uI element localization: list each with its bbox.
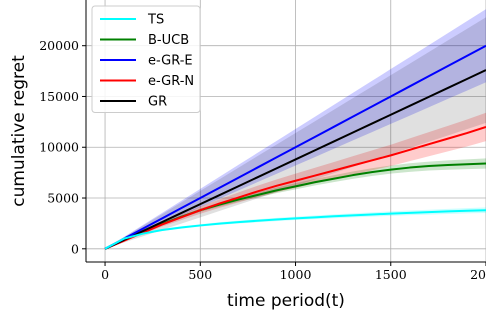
series-line-gr	[104, 69, 486, 250]
series-line-e-gr-e	[104, 44, 486, 250]
y-axis-label: cumulative regret	[9, 55, 29, 207]
band-gr	[105, 17, 486, 249]
tick-labels: 050010001500200005000100001500020000	[39, 38, 486, 282]
x-tick-label-4: 2000	[470, 267, 486, 282]
x-tick-label-3: 1500	[375, 267, 407, 282]
series-line-ts	[104, 209, 486, 250]
x-tick-label-0: 0	[101, 267, 109, 282]
legend-label-e-gr-e: e-GR-E	[148, 54, 193, 69]
series-line-e-gr-n	[104, 125, 486, 250]
y-tick-label-1: 5000	[47, 191, 79, 206]
x-axis-label: time period(t)	[227, 291, 345, 311]
band-e-gr-e	[105, 9, 486, 249]
x-tick-label-1: 500	[188, 267, 212, 282]
y-tick-label-2: 10000	[39, 140, 79, 155]
y-tick-label-4: 20000	[39, 38, 79, 53]
axes	[82, 0, 486, 266]
y-tick-label-3: 15000	[39, 89, 79, 104]
legend-label-b-ucb: B-UCB	[148, 33, 189, 48]
band-b-ucb	[105, 158, 486, 249]
legend-label-e-gr-n: e-GR-N	[148, 74, 194, 89]
legend-label-ts: TS	[147, 13, 164, 28]
legend-label-gr: GR	[148, 95, 167, 110]
series-lines	[104, 44, 486, 250]
legend-frame	[91, 5, 201, 113]
x-tick-label-2: 1000	[280, 267, 312, 282]
y-tick-label-0: 0	[71, 241, 79, 256]
legend: TS B-UCB e-GR-E e-GR-N GR	[91, 5, 201, 113]
